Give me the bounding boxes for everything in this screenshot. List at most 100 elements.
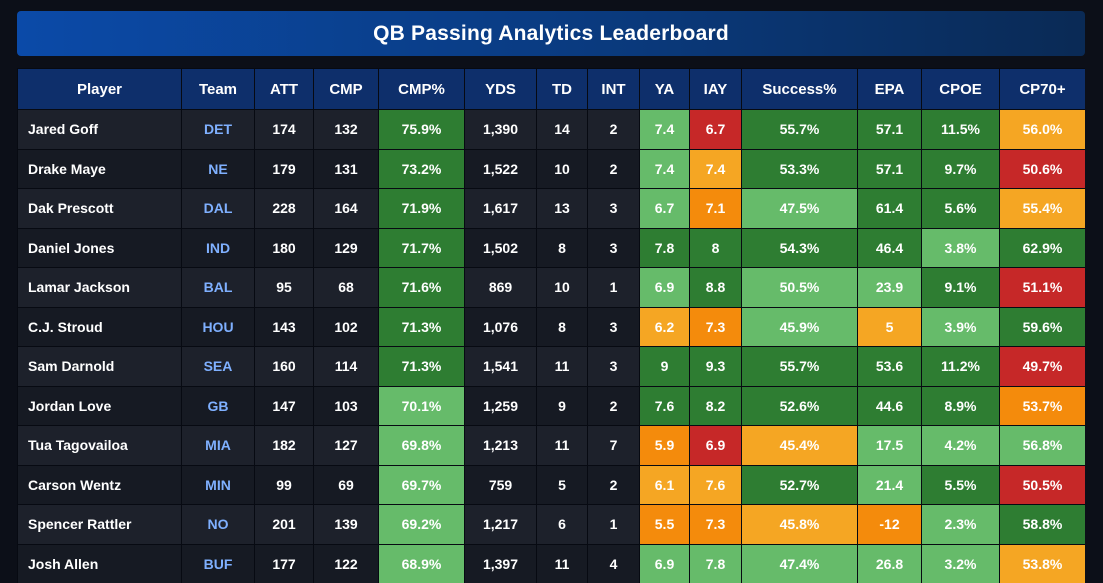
column-header-att[interactable]: ATT bbox=[254, 68, 314, 110]
column-header-cmp-pct[interactable]: CMP% bbox=[378, 68, 465, 110]
cell-iay: 9.3 bbox=[689, 346, 742, 387]
cell-yds: 1,390 bbox=[464, 109, 537, 150]
cell-yds: 1,522 bbox=[464, 148, 537, 189]
cell-att: 182 bbox=[254, 425, 314, 466]
cell-success-pct: 53.3% bbox=[741, 148, 858, 189]
cell-td: 8 bbox=[536, 227, 588, 268]
cell-cmp: 69 bbox=[313, 464, 379, 505]
cell-cpoe: 8.9% bbox=[921, 385, 1000, 426]
cell-iay: 6.9 bbox=[689, 425, 742, 466]
cell-cpoe: 9.7% bbox=[921, 148, 1000, 189]
cell-yds: 759 bbox=[464, 464, 537, 505]
column-header-team[interactable]: Team bbox=[181, 68, 255, 110]
column-header-epa[interactable]: EPA bbox=[857, 68, 922, 110]
column-header-int[interactable]: INT bbox=[587, 68, 640, 110]
cell-att: 147 bbox=[254, 385, 314, 426]
cell-cp70-plus: 50.5% bbox=[999, 464, 1085, 505]
cell-att: 228 bbox=[254, 188, 314, 229]
cell-cp70-plus: 55.4% bbox=[999, 188, 1085, 229]
cell-ya: 7.8 bbox=[639, 227, 690, 268]
leaderboard-table-container: Player Team ATT CMP CMP% YDS TD INT YA IAY Success… bbox=[17, 68, 1085, 583]
column-header-player[interactable]: Player bbox=[17, 68, 182, 110]
cell-epa: 57.1 bbox=[857, 109, 922, 150]
cell-att: 160 bbox=[254, 346, 314, 387]
table-row[interactable]: Sam Darnold SEA 160 114 71.3% 1,541 11 3 9 9.3 55.… bbox=[17, 346, 1085, 387]
cell-epa: 23.9 bbox=[857, 267, 922, 308]
cell-cpoe: 5.5% bbox=[921, 464, 1000, 505]
cell-att: 99 bbox=[254, 464, 314, 505]
cell-td: 14 bbox=[536, 109, 588, 150]
cell-int: 2 bbox=[587, 385, 640, 426]
table-row[interactable]: Tua Tagovailoa MIA 182 127 69.8% 1,213 11 7 5.9 6… bbox=[17, 425, 1085, 466]
cell-team: GB bbox=[181, 385, 255, 426]
cell-success-pct: 50.5% bbox=[741, 267, 858, 308]
cell-team: NO bbox=[181, 504, 255, 545]
table-row[interactable]: Carson Wentz MIN 99 69 69.7% 759 5 2 6.1 7.6 52.7%… bbox=[17, 464, 1085, 505]
cell-int: 2 bbox=[587, 148, 640, 189]
column-header-iay[interactable]: IAY bbox=[689, 68, 742, 110]
cell-player: Dak Prescott bbox=[17, 188, 182, 229]
cell-epa: 61.4 bbox=[857, 188, 922, 229]
table-row[interactable]: Spencer Rattler NO 201 139 69.2% 1,217 6 1 5.5 7.… bbox=[17, 504, 1085, 545]
cell-team: BUF bbox=[181, 543, 255, 583]
table-row[interactable]: Lamar Jackson BAL 95 68 71.6% 869 10 1 6.9 8.8 50.… bbox=[17, 267, 1085, 308]
leaderboard-table: Player Team ATT CMP CMP% YDS TD INT YA IAY Success… bbox=[17, 68, 1085, 583]
column-header-cmp[interactable]: CMP bbox=[313, 68, 379, 110]
cell-epa: 53.6 bbox=[857, 346, 922, 387]
column-header-cpoe[interactable]: CPOE bbox=[921, 68, 1000, 110]
cell-int: 2 bbox=[587, 464, 640, 505]
cell-cp70-plus: 62.9% bbox=[999, 227, 1085, 268]
cell-cp70-plus: 59.6% bbox=[999, 306, 1085, 347]
cell-att: 179 bbox=[254, 148, 314, 189]
table-header-row: Player Team ATT CMP CMP% YDS TD INT YA IAY Success… bbox=[17, 68, 1085, 110]
cell-cpoe: 11.5% bbox=[921, 109, 1000, 150]
cell-cpoe: 5.6% bbox=[921, 188, 1000, 229]
cell-player: Jordan Love bbox=[17, 385, 182, 426]
cell-td: 9 bbox=[536, 385, 588, 426]
cell-epa: 44.6 bbox=[857, 385, 922, 426]
cell-success-pct: 55.7% bbox=[741, 346, 858, 387]
cell-int: 1 bbox=[587, 267, 640, 308]
cell-cpoe: 2.3% bbox=[921, 504, 1000, 545]
column-header-yds[interactable]: YDS bbox=[464, 68, 537, 110]
cell-iay: 8.2 bbox=[689, 385, 742, 426]
column-header-success-pct[interactable]: Success% bbox=[741, 68, 858, 110]
cell-player: Spencer Rattler bbox=[17, 504, 182, 545]
cell-td: 11 bbox=[536, 425, 588, 466]
cell-team: DET bbox=[181, 109, 255, 150]
cell-cmp: 164 bbox=[313, 188, 379, 229]
cell-ya: 5.5 bbox=[639, 504, 690, 545]
cell-player: Daniel Jones bbox=[17, 227, 182, 268]
cell-cmp: 132 bbox=[313, 109, 379, 150]
cell-td: 13 bbox=[536, 188, 588, 229]
table-row[interactable]: Jared Goff DET 174 132 75.9% 1,390 14 2 7.4 6.7 55… bbox=[17, 109, 1085, 150]
column-header-ya[interactable]: YA bbox=[639, 68, 690, 110]
cell-int: 3 bbox=[587, 346, 640, 387]
cell-cmp: 122 bbox=[313, 543, 379, 583]
table-row[interactable]: Drake Maye NE 179 131 73.2% 1,522 10 2 7.4 7.4 53.… bbox=[17, 148, 1085, 189]
cell-success-pct: 45.4% bbox=[741, 425, 858, 466]
cell-player: Jared Goff bbox=[17, 109, 182, 150]
cell-cmp: 68 bbox=[313, 267, 379, 308]
table-row[interactable]: Josh Allen BUF 177 122 68.9% 1,397 11 4 6.9 7.8 47… bbox=[17, 543, 1085, 583]
cell-iay: 7.3 bbox=[689, 504, 742, 545]
cell-player: Lamar Jackson bbox=[17, 267, 182, 308]
cell-iay: 7.6 bbox=[689, 464, 742, 505]
cell-team: MIA bbox=[181, 425, 255, 466]
column-header-cp70-plus[interactable]: CP70+ bbox=[999, 68, 1085, 110]
cell-td: 5 bbox=[536, 464, 588, 505]
table-row[interactable]: Dak Prescott DAL 228 164 71.9% 1,617 13 3 6.7 7.1… bbox=[17, 188, 1085, 229]
table-row[interactable]: Jordan Love GB 147 103 70.1% 1,259 9 2 7.6 8.2 52.… bbox=[17, 385, 1085, 426]
table-row[interactable]: Daniel Jones IND 180 129 71.7% 1,502 8 3 7.8 8 54.… bbox=[17, 227, 1085, 268]
table-row[interactable]: C.J. Stroud HOU 143 102 71.3% 1,076 8 3 6.2 7.3 45… bbox=[17, 306, 1085, 347]
cell-epa: 26.8 bbox=[857, 543, 922, 583]
cell-cmp-pct: 69.2% bbox=[378, 504, 465, 545]
cell-ya: 6.1 bbox=[639, 464, 690, 505]
cell-int: 3 bbox=[587, 188, 640, 229]
cell-team: MIN bbox=[181, 464, 255, 505]
cell-success-pct: 55.7% bbox=[741, 109, 858, 150]
cell-iay: 7.8 bbox=[689, 543, 742, 583]
column-header-td[interactable]: TD bbox=[536, 68, 588, 110]
cell-yds: 869 bbox=[464, 267, 537, 308]
cell-td: 10 bbox=[536, 267, 588, 308]
